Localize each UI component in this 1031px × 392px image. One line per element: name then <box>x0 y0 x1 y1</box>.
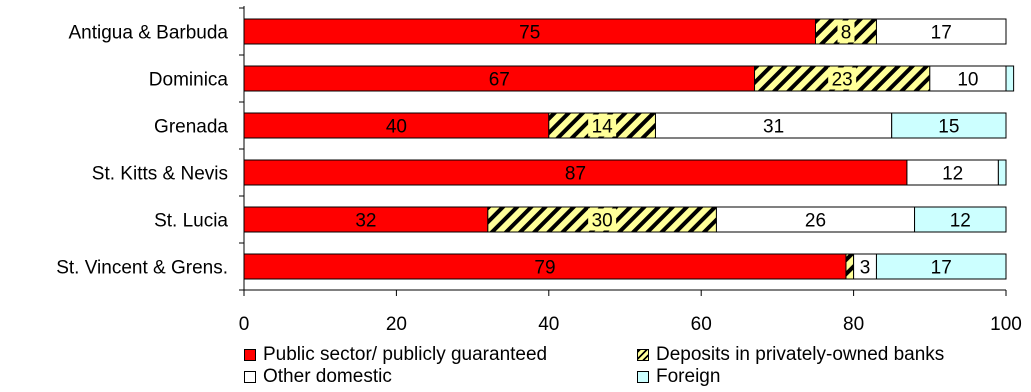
data-label-background <box>946 208 975 231</box>
x-tick-label: 40 <box>538 314 559 335</box>
legend-item-deposits: Deposits in privately-owned banks <box>637 344 944 366</box>
legend-swatch-deposits <box>637 349 649 361</box>
bar-segment <box>845 253 855 280</box>
data-label: 17 <box>931 23 952 44</box>
data-label-background <box>927 255 956 278</box>
bar-segment <box>1005 65 1015 92</box>
x-tick-label: 80 <box>843 314 864 335</box>
data-label: 87 <box>565 164 586 185</box>
x-tick-label: 100 <box>990 314 1022 335</box>
legend-label-public: Public sector/ publicly guaranteed <box>263 344 548 365</box>
data-label-background <box>351 208 380 231</box>
data-label-background <box>927 20 956 43</box>
data-label: 14 <box>592 117 614 138</box>
data-label: 40 <box>386 117 407 138</box>
legend-swatch-public <box>244 349 256 361</box>
data-label: 12 <box>950 211 971 232</box>
legend-swatch-other-domestic <box>244 371 256 383</box>
data-label-background <box>938 161 967 184</box>
x-tick-label: 0 <box>239 314 250 335</box>
data-label: 79 <box>534 258 555 279</box>
data-label-background <box>953 67 982 90</box>
data-label-background <box>801 208 830 231</box>
category-label: St. Kitts & Nevis <box>92 164 228 185</box>
data-label: 75 <box>519 23 540 44</box>
data-label-background <box>588 208 617 231</box>
legend-label-deposits: Deposits in privately-owned banks <box>656 344 945 365</box>
data-label: 67 <box>489 70 510 91</box>
data-label-background <box>828 67 857 90</box>
category-label: St. Vincent & Grens. <box>56 258 228 279</box>
legend-item-other-domestic: Other domestic <box>244 366 392 388</box>
data-label-background <box>530 255 559 278</box>
data-label-background <box>382 114 411 137</box>
data-label-background <box>515 20 544 43</box>
data-label-background <box>934 114 963 137</box>
bar-layer: 75 8 17 67 23 10 40 14 31 15 87 12 32 30 26 12 79 3 17 <box>243 18 1015 280</box>
legend-label-other-domestic: Other domestic <box>263 366 392 387</box>
data-label: 30 <box>592 211 613 232</box>
data-label: 23 <box>832 70 853 91</box>
data-label: 17 <box>931 258 952 279</box>
data-label-background <box>759 114 788 137</box>
data-label: 31 <box>763 117 784 138</box>
axes-layer: Antigua & Barbuda Dominica Grenada St. Kitt… <box>56 6 1022 335</box>
data-label-background <box>588 114 617 137</box>
category-label: St. Lucia <box>154 211 228 232</box>
category-label: Grenada <box>154 117 228 138</box>
category-label: Antigua & Barbuda <box>68 23 228 44</box>
data-label: 15 <box>938 117 959 138</box>
bar-segment <box>997 159 1007 186</box>
data-label-background <box>837 20 855 43</box>
data-label: 3 <box>860 258 871 279</box>
data-label-background <box>485 67 514 90</box>
data-label: 26 <box>805 211 826 232</box>
data-label: 8 <box>841 23 852 44</box>
data-label-background <box>561 161 590 184</box>
x-tick-label: 20 <box>386 314 407 335</box>
legend-item-foreign: Foreign <box>637 366 720 388</box>
legend-label-foreign: Foreign <box>656 366 721 387</box>
x-tick-label: 60 <box>691 314 712 335</box>
legend-item-public: Public sector/ publicly guaranteed <box>244 344 547 366</box>
data-label-background <box>856 255 874 278</box>
category-label: Dominica <box>149 70 229 91</box>
data-label: 10 <box>957 70 978 91</box>
data-label: 12 <box>942 164 963 185</box>
legend-swatch-foreign <box>637 371 649 383</box>
data-label: 32 <box>355 211 376 232</box>
